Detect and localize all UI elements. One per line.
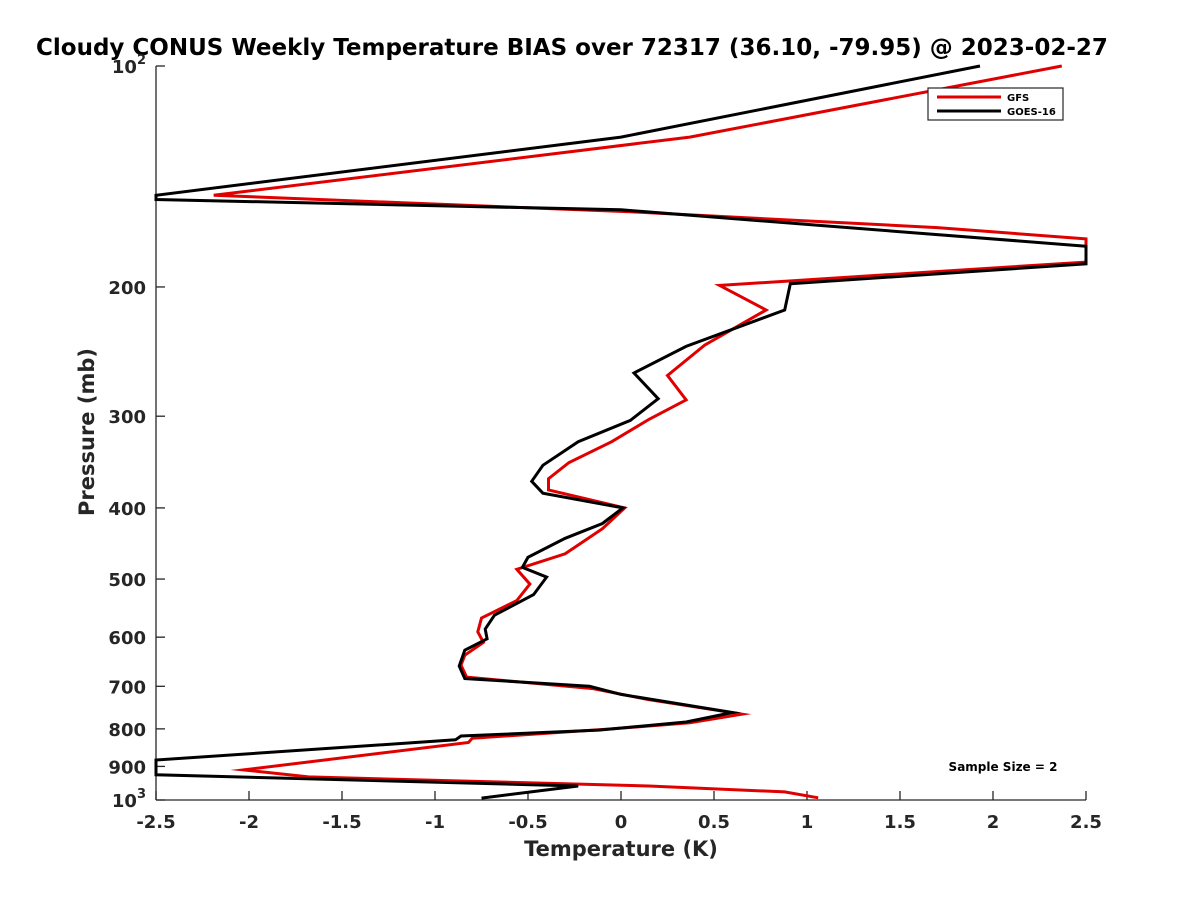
x-axis-ticks: -2.5 -2 -1.5 -1 -0.5 0 0.5 1 1.5 2 2.5: [136, 791, 1102, 833]
y-axis-ticks: 102 200 300 400 500 600 700 800 900 103: [108, 53, 165, 812]
y-tick-label: 200: [108, 278, 146, 299]
series-line-goes-16: [154, 64, 1088, 800]
plot-area: [155, 66, 1086, 801]
y-tick-label: 700: [108, 677, 146, 698]
x-tick-label: -1.5: [322, 812, 361, 833]
legend: GFS GOES-16: [927, 87, 1064, 121]
y-tick-label: 103: [112, 787, 146, 812]
x-tick-label: -0.5: [508, 812, 547, 833]
x-tick-label: 2: [987, 812, 1000, 833]
y-tick-label: 600: [108, 628, 146, 649]
x-tick-label: 1.5: [884, 812, 916, 833]
x-tick-label: 0.5: [698, 812, 730, 833]
series-group: [154, 64, 1088, 800]
x-tick-label: -2: [239, 812, 259, 833]
y-tick-label: 900: [108, 757, 146, 778]
legend-label: GFS: [1007, 93, 1029, 104]
y-tick-label: 300: [108, 407, 146, 428]
legend-label: GOES-16: [1007, 107, 1056, 118]
y-tick-label: 102: [112, 53, 146, 78]
y-tick-label: 800: [108, 720, 146, 741]
legend-box: [927, 87, 1064, 121]
x-tick-label: 0: [615, 812, 628, 833]
chart-title: Cloudy CONUS Weekly Temperature BIAS ove…: [36, 35, 1108, 61]
sample-size-annotation: Sample Size = 2: [949, 760, 1058, 774]
y-axis-label: Pressure (mb): [75, 348, 99, 516]
y-tick-label: 400: [108, 499, 146, 520]
x-tick-label: 2.5: [1070, 812, 1102, 833]
y-tick-label: 500: [108, 570, 146, 591]
x-tick-label: 1: [801, 812, 814, 833]
series-line-gfs: [213, 64, 1088, 800]
x-axis-label: Temperature (K): [524, 837, 718, 861]
x-tick-label: -1: [425, 812, 445, 833]
x-tick-label: -2.5: [136, 812, 175, 833]
